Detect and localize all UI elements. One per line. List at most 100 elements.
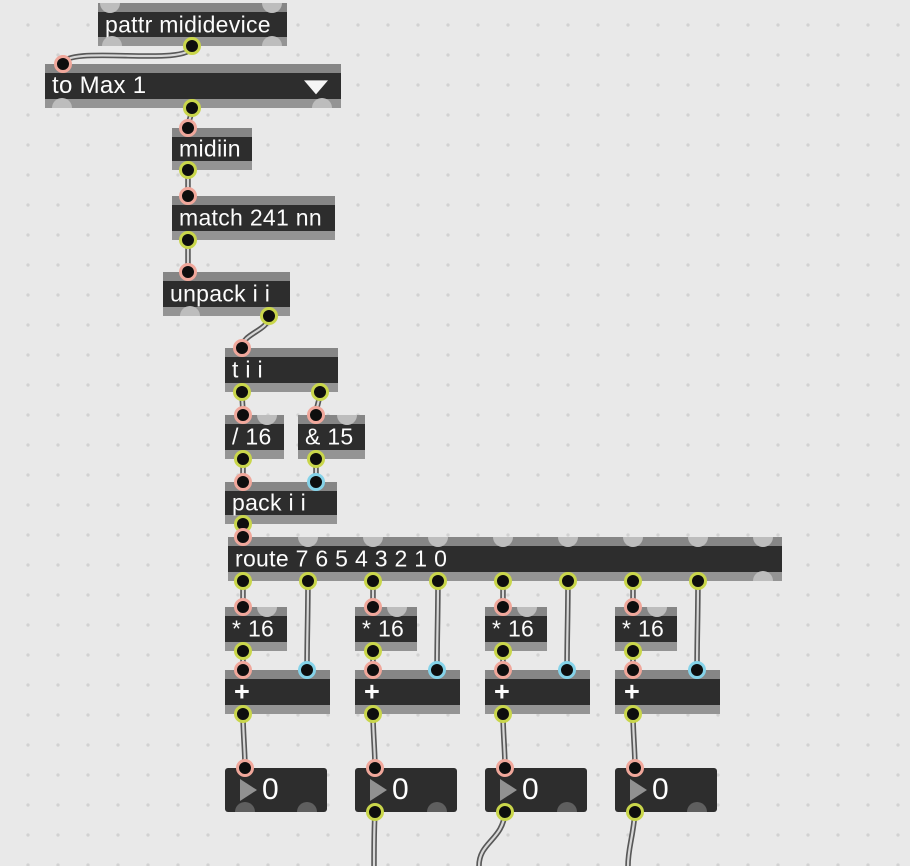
outlet[interactable] (624, 642, 642, 660)
inlet[interactable] (236, 759, 254, 777)
object-box-multiply-3[interactable]: * 16 (485, 598, 547, 660)
object-box-multiply-1[interactable]: * 16 (225, 598, 287, 660)
patch-cord[interactable] (565, 579, 570, 672)
inlet[interactable] (234, 661, 252, 679)
object-box-add-2[interactable]: + (355, 661, 460, 723)
inlet[interactable] (179, 263, 197, 281)
inlet[interactable] (623, 537, 643, 547)
outlet[interactable] (494, 705, 512, 723)
number-box-3[interactable]: 0 (485, 759, 587, 821)
object-box-match[interactable]: match 241 nn (172, 187, 335, 249)
inlet[interactable] (624, 598, 642, 616)
outlet[interactable] (364, 642, 382, 660)
outlet[interactable] (180, 306, 200, 316)
outlet[interactable] (183, 99, 201, 117)
outlet[interactable] (429, 572, 447, 590)
inlet[interactable] (307, 473, 325, 491)
inlet[interactable] (387, 607, 407, 617)
outlet[interactable] (366, 803, 384, 821)
outlet[interactable] (559, 572, 577, 590)
number-box-2[interactable]: 0 (355, 759, 457, 821)
inlet[interactable] (366, 759, 384, 777)
object-box-route[interactable]: route 7 6 5 4 3 2 1 0 (228, 528, 782, 590)
outlet[interactable] (234, 572, 252, 590)
inlet[interactable] (517, 607, 537, 617)
inlet[interactable] (233, 339, 251, 357)
outlet[interactable] (307, 450, 325, 468)
patch-cord[interactable] (305, 579, 310, 672)
outlet[interactable] (624, 572, 642, 590)
outlet[interactable] (235, 802, 255, 812)
inlet[interactable] (262, 3, 282, 13)
outlet[interactable] (102, 36, 122, 46)
inlet[interactable] (494, 598, 512, 616)
object-box-pack[interactable]: pack i i (225, 473, 337, 533)
object-box-multiply-2[interactable]: * 16 (355, 598, 417, 660)
object-box-trigger[interactable]: t i i (225, 339, 338, 401)
inlet[interactable] (688, 661, 706, 679)
inlet[interactable] (234, 406, 252, 424)
outlet[interactable] (364, 572, 382, 590)
inlet[interactable] (257, 415, 277, 425)
object-box-midiin[interactable]: midiin (172, 119, 252, 179)
outlet[interactable] (233, 383, 251, 401)
outlet[interactable] (753, 571, 773, 581)
object-box-divide[interactable]: / 16 (225, 406, 284, 468)
inlet[interactable] (688, 537, 708, 547)
inlet[interactable] (234, 598, 252, 616)
outlet[interactable] (179, 231, 197, 249)
inlet[interactable] (364, 661, 382, 679)
inlet[interactable] (626, 759, 644, 777)
object-box-bitand[interactable]: & 15 (298, 406, 365, 468)
number-box-4[interactable]: 0 (615, 759, 717, 821)
inlet[interactable] (624, 661, 642, 679)
inlet[interactable] (257, 607, 277, 617)
outlet[interactable] (299, 572, 317, 590)
object-box-add-4[interactable]: + (615, 661, 720, 723)
outlet[interactable] (557, 802, 577, 812)
inlet[interactable] (753, 537, 773, 547)
outlet[interactable] (179, 161, 197, 179)
outlet[interactable] (626, 803, 644, 821)
inlet[interactable] (493, 537, 513, 547)
outlet[interactable] (183, 37, 201, 55)
inlet[interactable] (647, 607, 667, 617)
inlet[interactable] (100, 3, 120, 13)
object-box-unpack[interactable]: unpack i i (163, 263, 290, 325)
inlet[interactable] (307, 406, 325, 424)
inlet[interactable] (496, 759, 514, 777)
outlet[interactable] (494, 572, 512, 590)
object-box-add-3[interactable]: + (485, 661, 590, 723)
outlet[interactable] (297, 802, 317, 812)
outlet[interactable] (364, 705, 382, 723)
outlet[interactable] (234, 705, 252, 723)
outlet[interactable] (496, 803, 514, 821)
inlet[interactable] (428, 537, 448, 547)
outlet[interactable] (234, 642, 252, 660)
patch-cord[interactable] (695, 579, 700, 672)
outlet[interactable] (687, 802, 707, 812)
inlet[interactable] (364, 598, 382, 616)
inlet[interactable] (54, 55, 72, 73)
inlet[interactable] (558, 537, 578, 547)
outlet[interactable] (427, 802, 447, 812)
inlet[interactable] (337, 415, 357, 425)
inlet[interactable] (179, 119, 197, 137)
inlet[interactable] (298, 661, 316, 679)
outlet[interactable] (624, 705, 642, 723)
object-box-add-1[interactable]: + (225, 661, 330, 723)
number-box-1[interactable]: 0 (225, 759, 327, 812)
inlet[interactable] (179, 187, 197, 205)
outlet[interactable] (262, 36, 282, 46)
patch-cord[interactable] (435, 579, 440, 672)
outlet[interactable] (312, 98, 332, 108)
outlet[interactable] (494, 642, 512, 660)
outlet[interactable] (234, 450, 252, 468)
inlet[interactable] (234, 528, 252, 546)
inlet[interactable] (234, 473, 252, 491)
inlet[interactable] (363, 537, 383, 547)
inlet[interactable] (558, 661, 576, 679)
inlet[interactable] (428, 661, 446, 679)
umenu-device-dropdown[interactable]: to Max 1 (45, 55, 341, 117)
